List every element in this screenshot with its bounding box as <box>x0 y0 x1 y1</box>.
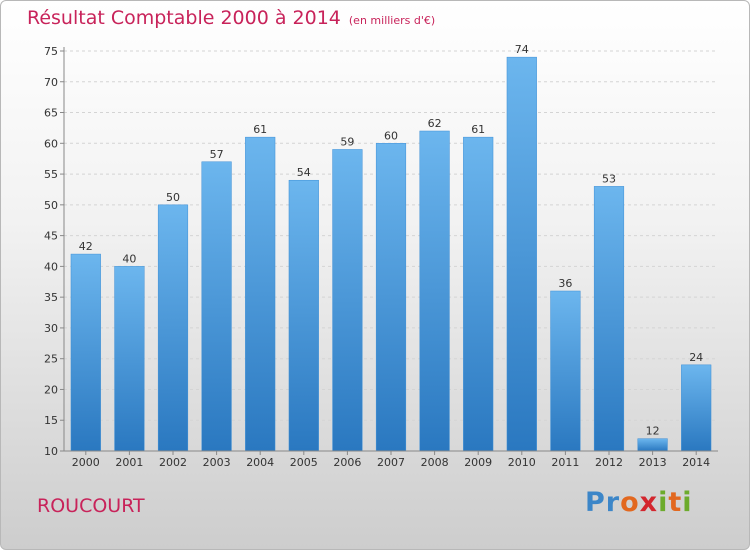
y-tick-label: 35 <box>44 291 58 304</box>
logo-part-5: t <box>668 487 683 518</box>
x-tick-label: 2014 <box>682 456 710 469</box>
proxiti-logo[interactable]: Proxiti <box>585 487 693 518</box>
y-tick-label: 60 <box>44 137 58 150</box>
value-label: 53 <box>602 172 616 185</box>
y-tick-label: 65 <box>44 107 58 120</box>
value-label: 59 <box>340 135 354 148</box>
y-tick-label: 40 <box>44 260 58 273</box>
bar <box>593 186 625 452</box>
logo-part-4: i <box>658 487 669 518</box>
logo-part-2: o <box>620 487 640 518</box>
bar <box>550 290 581 452</box>
value-label: 60 <box>384 129 398 142</box>
x-tick-label: 2011 <box>551 456 579 469</box>
value-label: 50 <box>166 191 180 204</box>
bar <box>114 266 145 452</box>
y-tick-label: 45 <box>44 230 58 243</box>
bar <box>681 364 712 452</box>
value-label: 40 <box>122 252 136 265</box>
value-label: 24 <box>689 351 703 364</box>
bar <box>288 179 319 452</box>
x-tick-label: 2009 <box>464 456 492 469</box>
bar <box>245 136 276 452</box>
x-tick-label: 2003 <box>203 456 231 469</box>
x-tick-label: 2005 <box>290 456 318 469</box>
commune-name: ROUCOURT <box>37 495 145 517</box>
x-tick-label: 2001 <box>115 456 143 469</box>
logo-part-3: x <box>639 487 659 518</box>
y-tick-label: 50 <box>44 199 58 212</box>
bar <box>506 56 537 452</box>
x-tick-label: 2012 <box>595 456 623 469</box>
chart-title: Résultat Comptable 2000 à 2014 <box>27 7 341 29</box>
y-tick-label: 10 <box>44 445 58 458</box>
x-tick-label: 2004 <box>246 456 274 469</box>
bar <box>332 149 363 452</box>
chart-title-block: Résultat Comptable 2000 à 2014 (en millie… <box>27 7 435 29</box>
bar <box>201 161 232 452</box>
x-tick-label: 2002 <box>159 456 187 469</box>
y-tick-label: 55 <box>44 168 58 181</box>
bars: 42 40 50 57 61 54 59 60 62 61 74 36 53 12 24 <box>70 43 712 452</box>
value-label: 61 <box>471 123 485 136</box>
logo-part-6: i <box>682 487 693 518</box>
bar <box>637 438 668 452</box>
value-label: 12 <box>646 425 660 438</box>
y-tick-label: 30 <box>44 322 58 335</box>
y-tick-label: 70 <box>44 76 58 89</box>
logo-part-1: Pr <box>585 487 621 518</box>
value-label: 57 <box>210 148 224 161</box>
y-tick-label: 75 <box>44 45 58 58</box>
x-tick-label: 2010 <box>508 456 536 469</box>
bar <box>157 204 189 452</box>
value-label: 61 <box>253 123 267 136</box>
bar <box>419 130 450 452</box>
x-tick-label: 2008 <box>421 456 449 469</box>
value-label: 54 <box>297 166 311 179</box>
x-tick-label: 2006 <box>333 456 361 469</box>
bar <box>463 136 494 452</box>
value-label: 36 <box>558 277 572 290</box>
value-label: 62 <box>428 117 442 130</box>
value-label: 42 <box>79 240 93 253</box>
x-tick-label: 2007 <box>377 456 405 469</box>
y-tick-label: 20 <box>44 383 58 396</box>
y-tick-label: 15 <box>44 414 58 427</box>
x-tick-label: 2013 <box>639 456 667 469</box>
value-label: 74 <box>515 43 529 56</box>
bar <box>70 253 101 452</box>
x-tick-label: 2000 <box>72 456 100 469</box>
bar <box>375 143 407 452</box>
y-tick-label: 25 <box>44 353 58 366</box>
axes: 10 15 20 25 30 35 40 45 50 55 60 65 70 75 2000 2001 2002… <box>44 45 718 469</box>
chart-subtitle: (en milliers d'€) <box>348 14 436 27</box>
